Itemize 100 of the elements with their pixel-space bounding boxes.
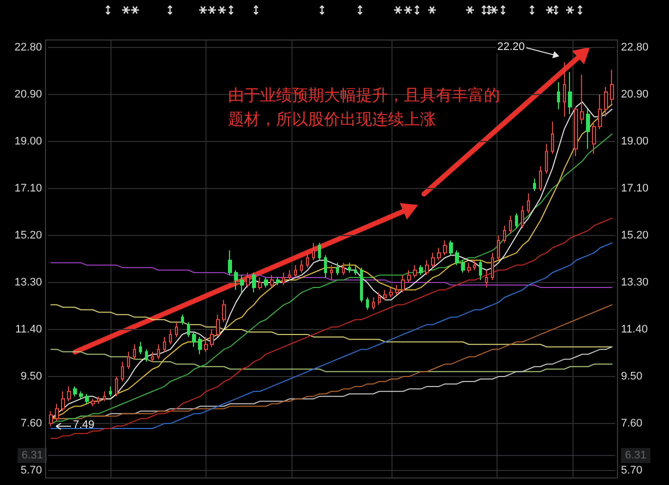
line-series <box>50 262 613 288</box>
text: 6.31 <box>625 449 646 462</box>
y-tick-label: 5.70 <box>20 464 42 477</box>
candlestick <box>109 386 112 397</box>
candlestick <box>360 267 363 303</box>
candlestick <box>431 252 435 268</box>
candlestick <box>61 390 65 412</box>
candlestick <box>133 344 136 360</box>
candlestick <box>264 277 268 288</box>
candlestick <box>545 143 548 174</box>
candlestick <box>270 274 274 288</box>
y-tick-label: 9.50 <box>20 370 42 383</box>
candlestick <box>73 386 77 397</box>
candlestick <box>521 205 524 229</box>
candlestick <box>55 403 59 422</box>
candlestick <box>210 329 214 348</box>
y2-tick-label: 11.40 <box>621 324 648 336</box>
candlestick <box>425 260 429 276</box>
candlestick <box>192 332 196 348</box>
y2-tick-label: 5.70 <box>621 464 642 477</box>
candlestick <box>586 108 590 150</box>
y2-tick-label: 13.30 <box>621 276 649 289</box>
y-tick-label: 20.90 <box>14 88 42 100</box>
candlestick <box>413 264 417 278</box>
candlestick <box>515 212 518 229</box>
candlestick <box>103 390 106 402</box>
candlestick <box>324 254 327 278</box>
candlestick <box>509 215 512 234</box>
candlestick <box>455 250 459 266</box>
y2-tick-label: 20.90 <box>621 88 649 100</box>
candlestick <box>222 299 226 323</box>
candlestick <box>485 270 488 288</box>
candlestick <box>312 242 315 261</box>
candlestick <box>336 262 339 276</box>
line-series <box>50 304 613 420</box>
annotation: 7.49 <box>72 418 94 431</box>
candlestick <box>79 390 83 400</box>
y-tick-label: 11.40 <box>15 324 42 336</box>
candlestick <box>228 250 232 276</box>
candlestick <box>539 166 542 192</box>
candlestick <box>276 277 280 286</box>
candlestick <box>604 86 608 118</box>
candlestick <box>473 260 476 271</box>
candlestick <box>97 396 100 404</box>
candlestick <box>407 270 411 284</box>
candlestick <box>551 121 554 154</box>
candlestick <box>258 277 262 290</box>
candlestick <box>288 270 291 281</box>
line-series <box>50 304 613 348</box>
y-tick-label: 19.00 <box>14 135 42 148</box>
candlestick <box>318 242 321 261</box>
candlestick <box>557 82 560 110</box>
candlestick <box>467 262 471 274</box>
candlestick <box>234 270 238 290</box>
candlestick <box>372 296 375 310</box>
candlestick <box>139 341 142 355</box>
candlestick <box>175 322 178 338</box>
candlestick <box>67 386 71 402</box>
candlestick <box>49 410 53 427</box>
candlestick <box>443 240 447 256</box>
y-tick-label: 22.80 <box>14 41 42 54</box>
ref-line-label: 6.31 <box>22 449 43 462</box>
candlestick <box>91 398 95 407</box>
candlestick <box>348 262 351 274</box>
candlestick <box>169 329 172 345</box>
candlestick <box>563 62 566 118</box>
candlestick <box>479 260 482 281</box>
candlestick <box>115 376 118 397</box>
candlestick <box>449 240 453 256</box>
candlestick <box>306 252 309 268</box>
candlestick <box>610 69 614 105</box>
candlestick <box>568 72 572 115</box>
candlestick <box>533 178 536 192</box>
candlestick <box>342 262 345 276</box>
y2-tick-label: 15.20 <box>621 229 649 242</box>
y2-tick-label: 22.80 <box>621 41 649 54</box>
candlestick <box>300 260 303 274</box>
candlestick <box>85 393 89 404</box>
candlestick <box>574 106 578 157</box>
candlestick <box>461 260 465 274</box>
line-series <box>50 242 613 430</box>
candlestick <box>395 284 399 296</box>
y2-tick-label: 9.50 <box>621 370 642 383</box>
candlestick <box>437 247 441 261</box>
candlestick <box>240 274 244 293</box>
candlestick <box>497 234 500 261</box>
candlestick <box>157 344 160 360</box>
candlestick <box>598 94 602 130</box>
candlestick <box>145 348 148 362</box>
candlestick <box>366 296 369 310</box>
candlestick <box>127 351 130 370</box>
annotation: 22.20 <box>497 40 525 53</box>
candlestick <box>378 292 381 306</box>
candlestick <box>527 192 530 214</box>
candlestick <box>163 336 166 352</box>
candlestick <box>419 264 423 276</box>
candlestick <box>330 264 333 281</box>
candlestick <box>383 289 387 300</box>
candlestick <box>121 361 124 382</box>
candlestick <box>252 272 256 293</box>
